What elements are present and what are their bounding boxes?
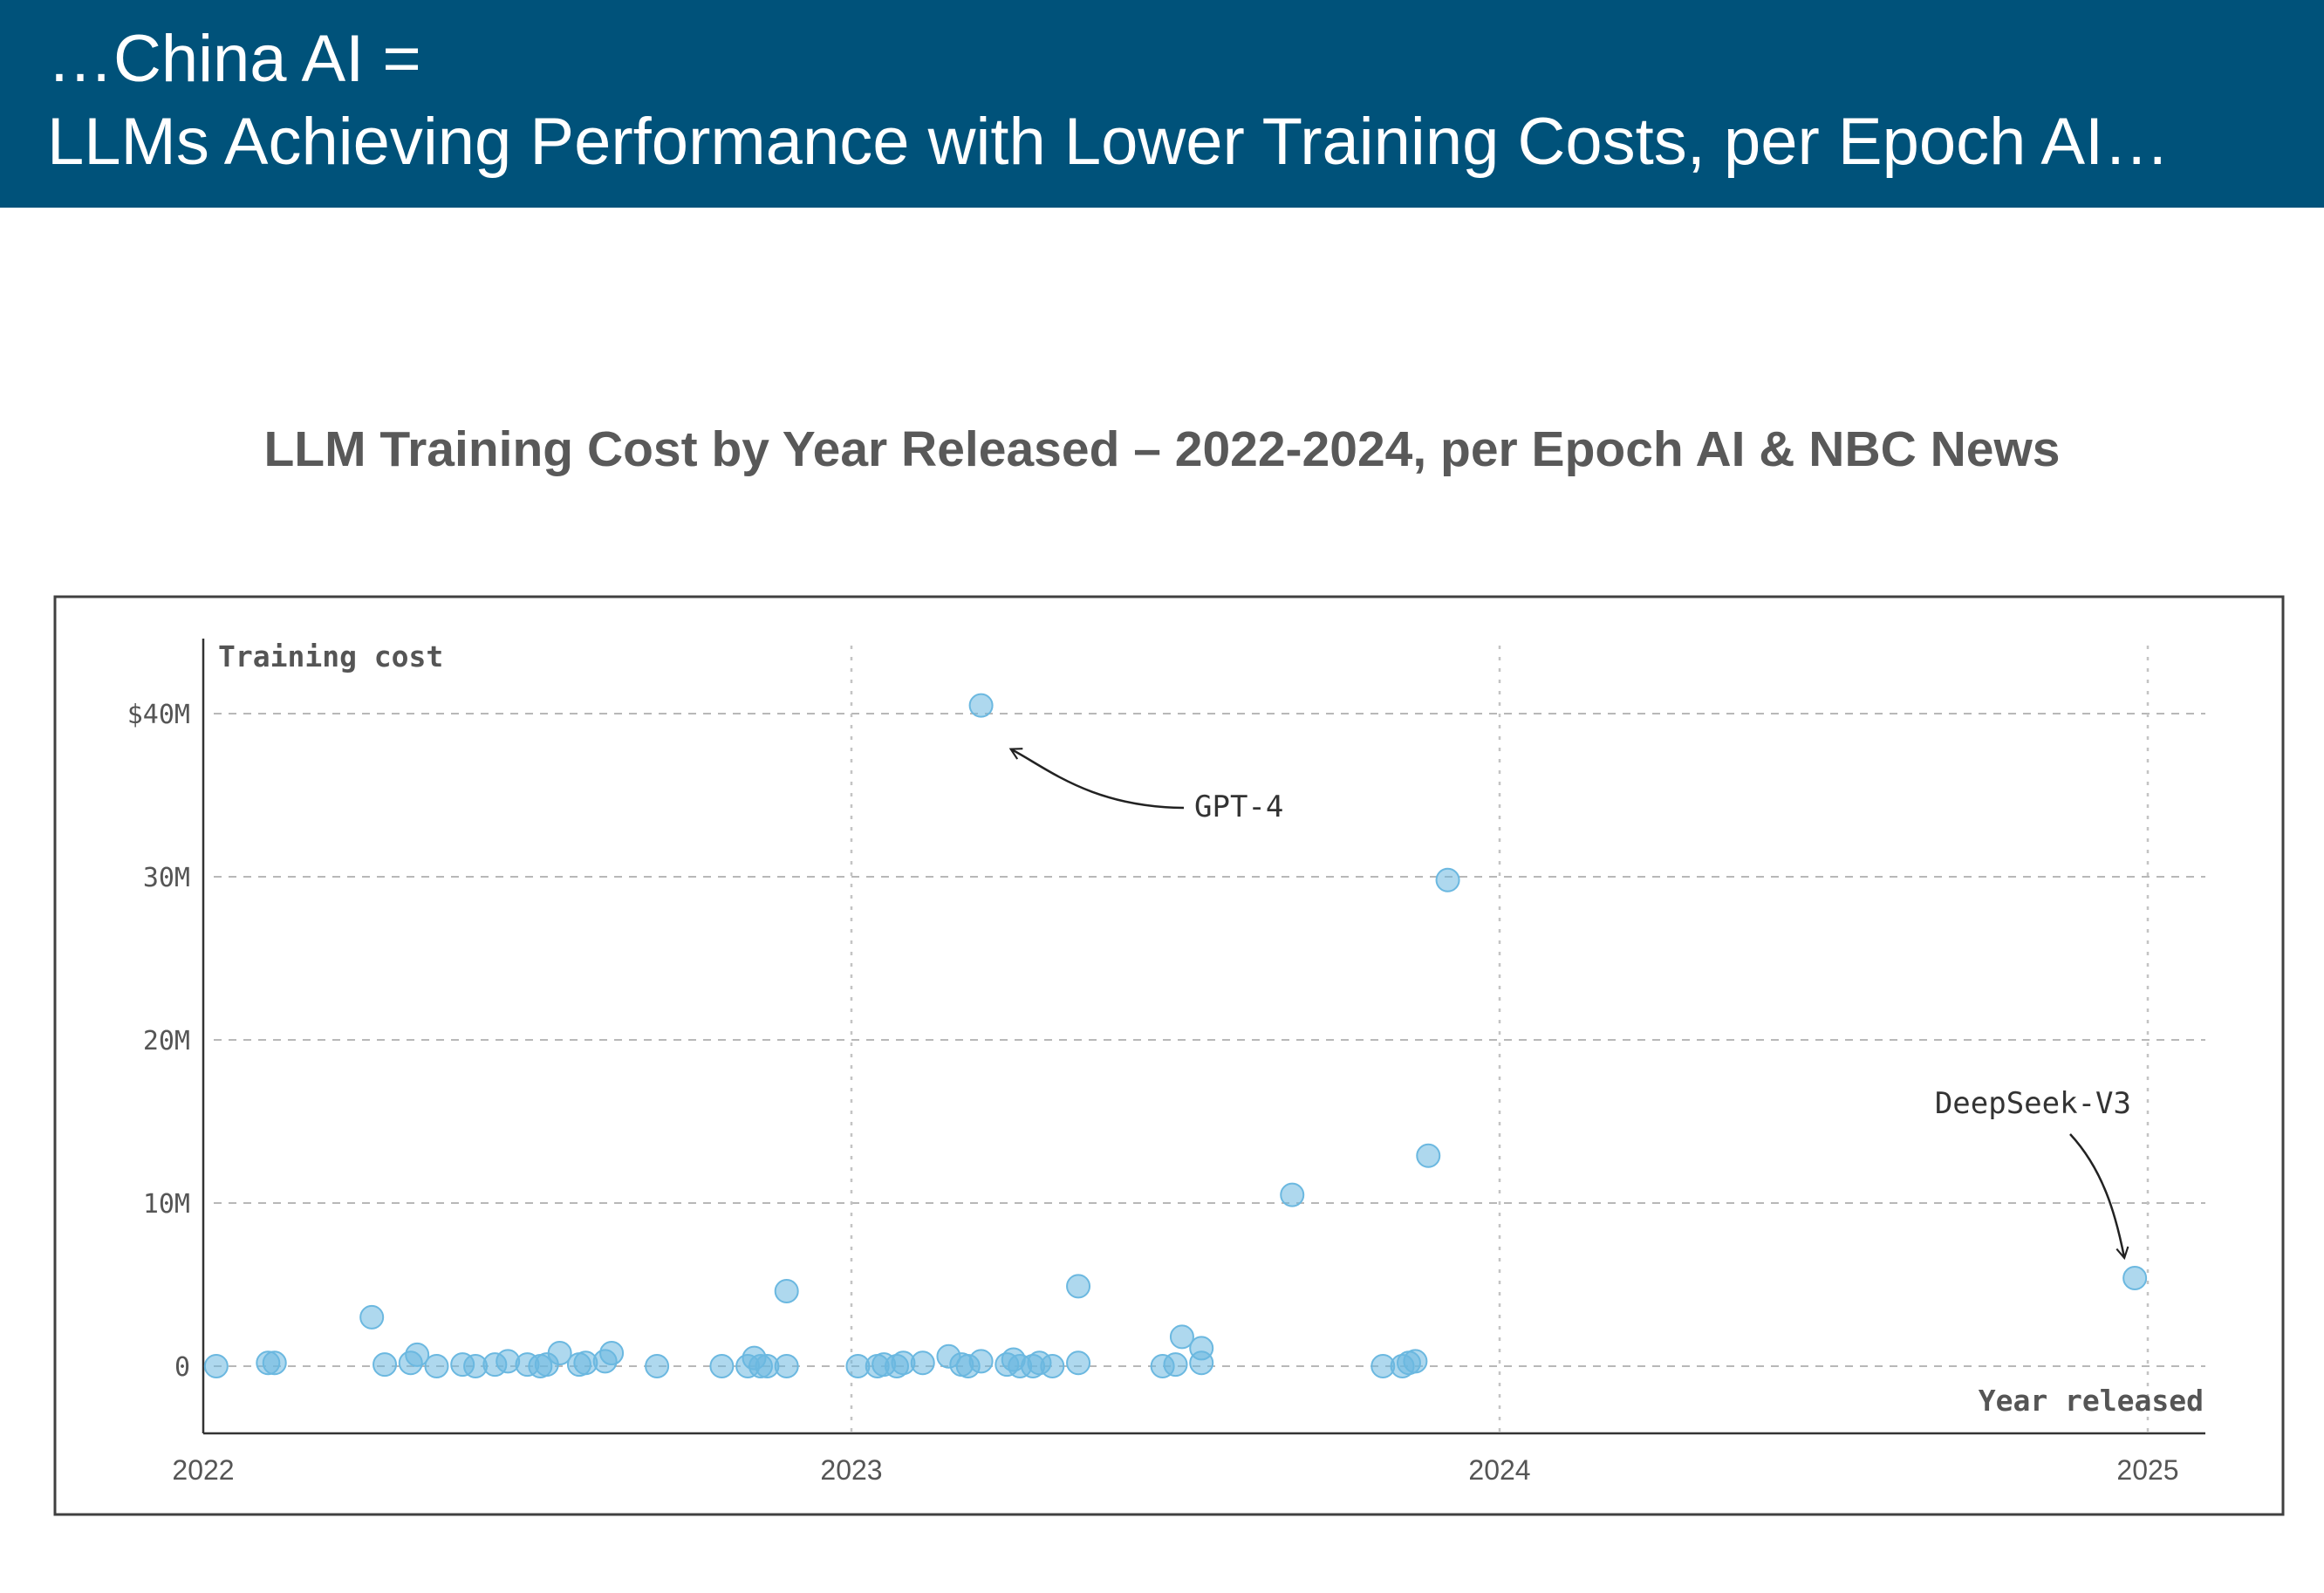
data-points <box>203 693 2148 1378</box>
data-point <box>1163 1352 1188 1378</box>
y-tick-label: 20M <box>143 1026 190 1056</box>
deepseek-label: DeepSeek-V3 <box>1935 1086 2131 1121</box>
data-point <box>1403 1349 1428 1374</box>
data-point <box>774 1354 799 1378</box>
gpt4-label: GPT-4 <box>1194 790 1283 824</box>
annotations: GPT-4 DeepSeek-V3 <box>1008 748 2131 1261</box>
y-tick-label: $40M <box>127 700 190 730</box>
data-point <box>774 1278 799 1303</box>
data-point <box>1169 1324 1194 1350</box>
data-point <box>424 1354 449 1378</box>
data-point <box>1066 1274 1091 1299</box>
data-point <box>968 1349 994 1374</box>
y-tick-label: 0 <box>174 1352 190 1383</box>
chart-title: LLM Training Cost by Year Released – 202… <box>263 421 2061 477</box>
header-line-2: LLMs Achieving Performance with Lower Tr… <box>47 105 2170 179</box>
x-tick-label: 2022 <box>172 1454 234 1486</box>
data-point <box>359 1304 385 1330</box>
data-point <box>1416 1143 1441 1168</box>
y-tick-label: 10M <box>143 1189 190 1220</box>
header-line-1: …China AI = <box>47 22 421 96</box>
x-tick-label: 2023 <box>820 1454 882 1486</box>
data-point <box>405 1342 430 1367</box>
data-point <box>709 1354 735 1378</box>
chart-frame <box>53 595 2285 1516</box>
data-point <box>1040 1354 1065 1378</box>
gpt4-arrow <box>1008 748 1185 810</box>
data-point <box>262 1350 287 1376</box>
header-banner: …China AI = LLMs Achieving Performance w… <box>0 0 2324 208</box>
x-axis-title: Year released <box>1979 1384 2204 1418</box>
data-point <box>968 693 994 718</box>
data-point <box>373 1352 398 1378</box>
data-point <box>599 1341 625 1366</box>
deepseek-arrow <box>2069 1133 2129 1261</box>
data-point <box>1280 1182 1305 1207</box>
y-tick-label: 30M <box>143 863 190 893</box>
axes: 0 10M 20M 30M $40M 2022 2023 2024 2025 Training c… <box>127 639 2205 1486</box>
data-point <box>1189 1336 1214 1361</box>
data-point <box>1066 1350 1091 1376</box>
data-point <box>645 1354 670 1378</box>
x-tick-label: 2025 <box>2116 1454 2178 1486</box>
y-axis-title: Training cost <box>218 639 443 673</box>
data-point <box>547 1341 572 1366</box>
data-point <box>2122 1266 2148 1291</box>
x-tick-label: 2024 <box>1468 1454 1530 1486</box>
data-point <box>203 1354 229 1378</box>
data-point <box>910 1350 935 1376</box>
data-point <box>1435 867 1460 892</box>
